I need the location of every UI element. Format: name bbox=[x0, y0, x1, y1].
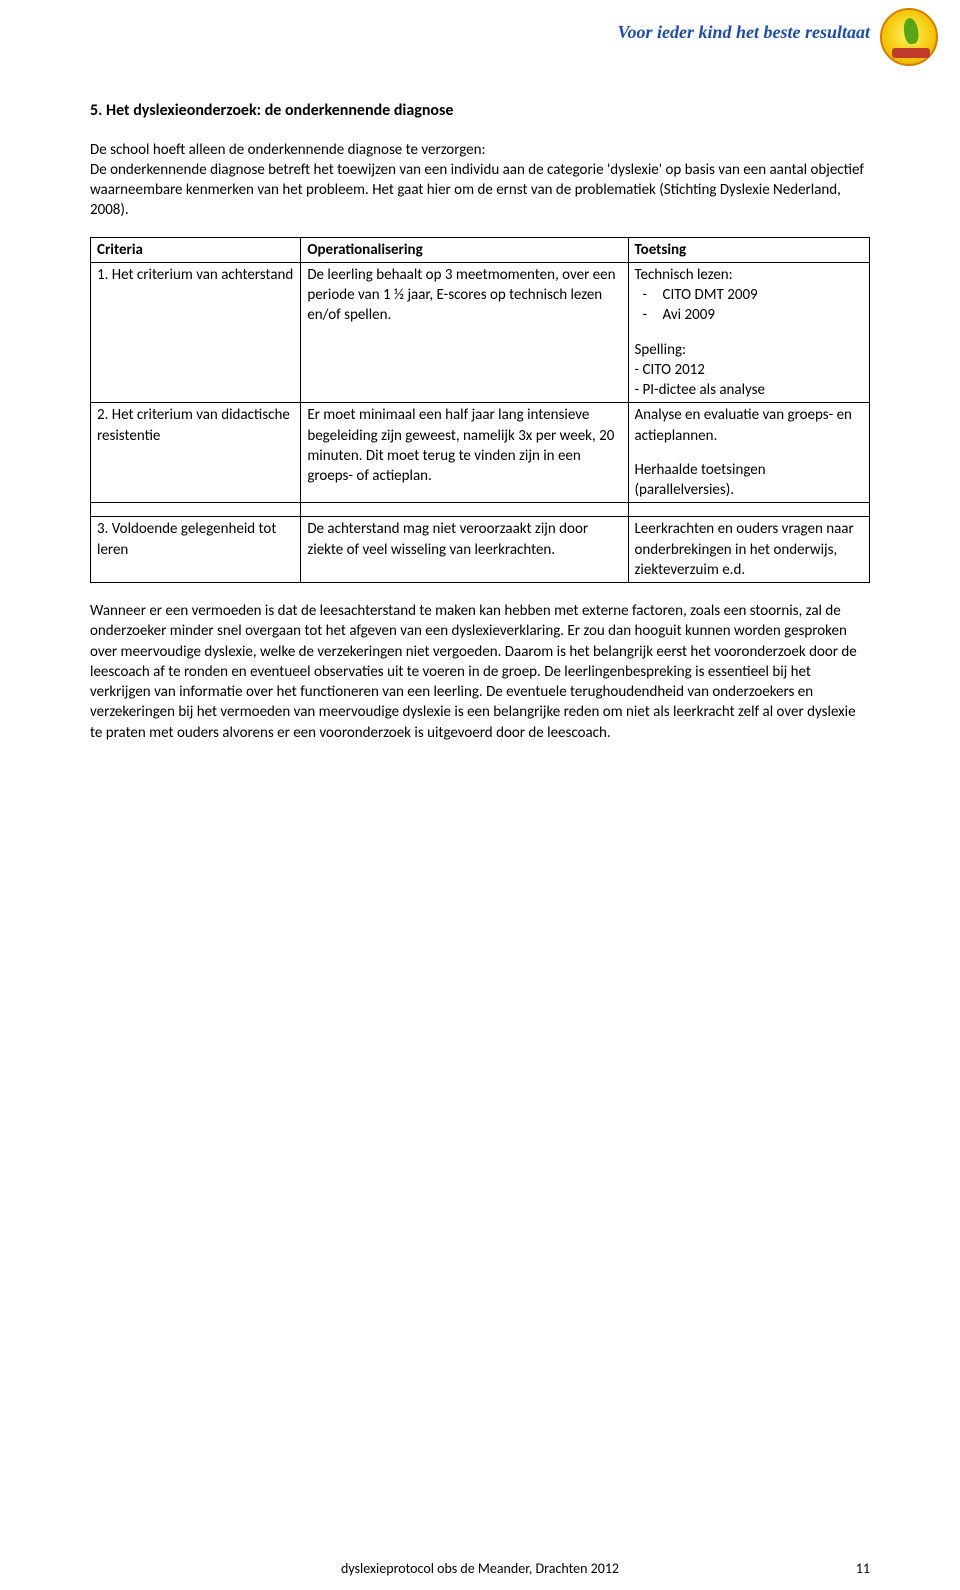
toetsing-p1: Analyse en evaluatie van groeps- en acti… bbox=[635, 405, 864, 446]
toetsing-spelling-line: - PI-dictee als analyse bbox=[635, 380, 864, 400]
cell-toetsing-1: Technisch lezen: CITO DMT 2009 Avi 2009 … bbox=[628, 262, 870, 403]
table-gap-row bbox=[91, 503, 870, 517]
cell-toetsing-3: Leerkrachten en ouders vragen naar onder… bbox=[628, 517, 870, 583]
cell-op-2: Er moet minimaal een half jaar lang inte… bbox=[301, 403, 628, 503]
table-header-row: Criteria Operationalisering Toetsing bbox=[91, 237, 870, 262]
cell-criteria-2: 2. Het criterium van didactische resiste… bbox=[91, 403, 301, 503]
intro-paragraph: De school hoeft alleen de onderkennende … bbox=[90, 140, 870, 221]
th-criteria: Criteria bbox=[91, 237, 301, 262]
list-item: Avi 2009 bbox=[663, 305, 864, 325]
table-row: 3. Voldoende gelegenheid tot leren De ac… bbox=[91, 517, 870, 583]
footer-text: dyslexieprotocol obs de Meander, Drachte… bbox=[0, 1560, 960, 1579]
page-content: 5. Het dyslexieonderzoek: de onderkennen… bbox=[90, 100, 870, 759]
section-title: 5. Het dyslexieonderzoek: de onderkennen… bbox=[90, 100, 870, 122]
cell-toetsing-2: Analyse en evaluatie van groeps- en acti… bbox=[628, 403, 870, 503]
th-operationalisering: Operationalisering bbox=[301, 237, 628, 262]
header-slogan: Voor ieder kind het beste resultaat bbox=[617, 20, 870, 44]
logo-meander bbox=[880, 8, 938, 66]
toetsing-spelling-title: Spelling: bbox=[635, 340, 864, 360]
toetsing-lead: Technisch lezen: bbox=[635, 265, 864, 285]
closing-paragraph: Wanneer er een vermoeden is dat de leesa… bbox=[90, 601, 870, 743]
cell-criteria-1: 1. Het criterium van achterstand bbox=[91, 262, 301, 403]
cell-op-3: De achterstand mag niet veroorzaakt zijn… bbox=[301, 517, 628, 583]
toetsing-spelling-line: - CITO 2012 bbox=[635, 360, 864, 380]
toetsing-p2: Herhaalde toetsingen (parallelversies). bbox=[635, 460, 864, 501]
toetsing-list: CITO DMT 2009 Avi 2009 bbox=[635, 285, 864, 326]
criteria-table: Criteria Operationalisering Toetsing 1. … bbox=[90, 237, 870, 584]
table-row: 2. Het criterium van didactische resiste… bbox=[91, 403, 870, 503]
list-item: CITO DMT 2009 bbox=[663, 285, 864, 305]
cell-op-1: De leerling behaalt op 3 meetmomenten, o… bbox=[301, 262, 628, 403]
page-number: 11 bbox=[856, 1560, 870, 1579]
table-row: 1. Het criterium van achterstand De leer… bbox=[91, 262, 870, 403]
cell-criteria-3: 3. Voldoende gelegenheid tot leren bbox=[91, 517, 301, 583]
th-toetsing: Toetsing bbox=[628, 237, 870, 262]
